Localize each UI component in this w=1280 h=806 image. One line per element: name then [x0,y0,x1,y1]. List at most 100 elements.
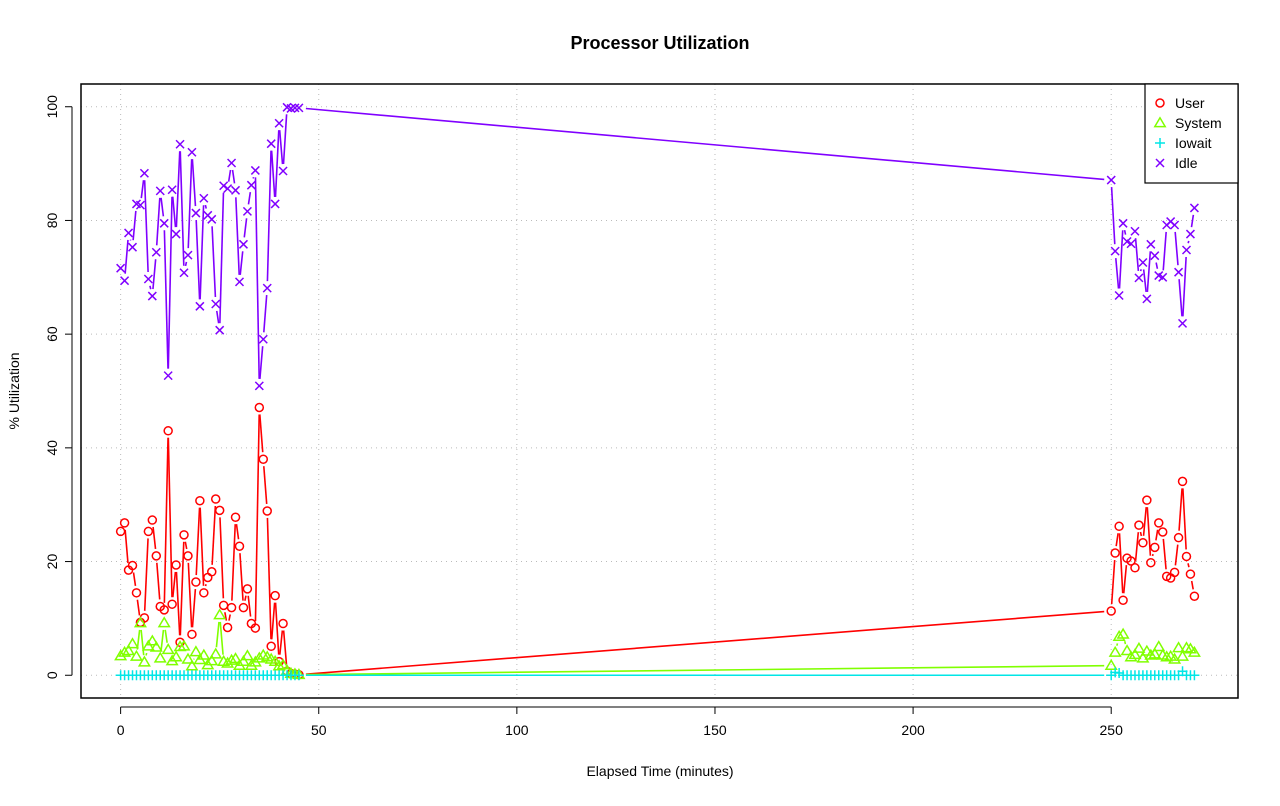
user-line-segment [240,553,243,600]
user-point [196,497,204,505]
user-point [1135,521,1143,529]
idle-point [1179,319,1187,327]
system-point [155,653,165,662]
legend-label-system: System [1175,115,1222,131]
idle-line-segment [284,114,287,164]
idle-point [168,186,176,194]
user-point [164,427,172,435]
user-point [1190,592,1198,600]
system-line-segment [216,622,219,647]
user-point [192,578,200,586]
idle-point [259,335,267,343]
system-line-segment [161,630,163,651]
x-tick-label: 200 [901,722,925,738]
user-line-segment [280,630,283,654]
idle-line-segment [196,220,199,299]
user-point [1131,564,1139,572]
user-line-segment [260,414,263,452]
y-tick-label: 100 [44,95,60,119]
system-point [1154,642,1164,651]
x-tick-label: 150 [703,722,727,738]
user-line-segment [272,603,275,640]
system-point [163,644,173,653]
series-idle [117,103,1199,390]
user-point [232,513,240,521]
system-line-segment [141,630,144,655]
user-point [168,600,176,608]
user-point [279,620,287,628]
user-line-segment [255,414,259,621]
user-point [184,552,192,560]
idle-point [1107,176,1115,184]
idle-point [263,284,271,292]
idle-point [279,167,287,175]
idle-line-segment [1192,215,1194,227]
system-line-segment [220,622,223,655]
idle-line-segment [173,197,176,227]
user-line-segment [137,600,139,616]
idle-point [1182,246,1190,254]
user-point [1143,496,1151,504]
system-line-segment [1125,641,1126,644]
idle-point [180,269,188,277]
idle-point [172,230,180,238]
user-point [1119,596,1127,604]
idle-point [1190,204,1198,212]
idle-line-segment [1120,230,1123,288]
idle-point [148,292,156,300]
user-point [216,506,224,514]
idle-line-segment [229,170,231,182]
user-point [204,573,212,581]
y-tick-label: 60 [44,326,60,342]
legend-label-idle: Idle [1175,155,1198,171]
idle-point [1171,221,1179,229]
user-point [220,601,228,609]
user-line-segment [125,530,128,563]
user-point [148,516,156,524]
system-line-segment [165,630,167,643]
user-point [271,592,279,600]
idle-point [1139,259,1147,267]
idle-line-segment [164,230,168,368]
idle-point [1115,291,1123,299]
idle-point [1175,268,1183,276]
idle-line-segment [275,130,278,197]
user-line-segment [196,508,199,575]
idle-line-segment [125,240,128,274]
user-line-segment [1192,581,1193,589]
user-line-segment [1136,532,1139,561]
idle-point [208,215,216,223]
idle-point [1143,295,1151,303]
idle-point [295,104,303,112]
user-line-segment [153,527,155,549]
user-point [208,568,216,576]
idle-point [121,277,129,285]
idle-line-segment [1163,232,1166,270]
idle-point [196,302,204,310]
idle-line-segment [141,180,143,198]
legend-label-user: User [1175,95,1205,111]
idle-point [1147,240,1155,248]
system-line-segment [1117,643,1118,645]
user-point [1107,607,1115,615]
idle-line-segment [236,197,239,275]
idle-line-segment [248,192,250,204]
system-point [1134,643,1144,652]
idle-point [144,275,152,283]
user-line-segment [267,518,271,639]
user-point [259,455,267,463]
user-line-segment [157,563,160,600]
idle-point [247,181,255,189]
idle-line-segment [272,151,275,197]
user-line-segment [1156,530,1158,541]
user-line-segment [276,603,279,655]
idle-point [1127,240,1135,248]
idle-line-segment [161,198,163,217]
idle-point [1151,252,1159,260]
user-point [224,624,232,632]
user-line-segment [232,524,235,600]
idle-line-segment [244,218,246,237]
idle-line-segment [212,226,215,297]
idle-line-segment [168,197,172,369]
user-line-segment [164,438,168,603]
